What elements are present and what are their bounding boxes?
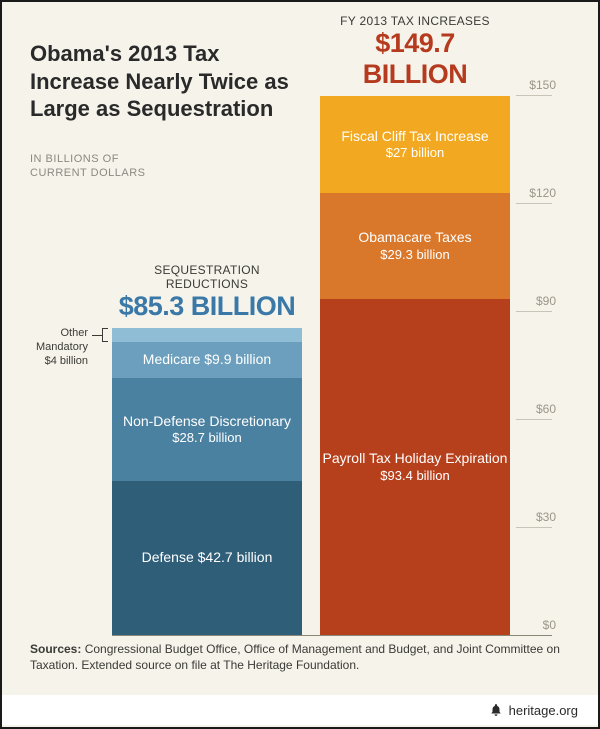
segment-label: Payroll Tax Holiday Expiration [323,450,508,468]
segment-value: $27 billion [386,145,445,161]
segment-label: Fiscal Cliff Tax Increase [341,128,488,146]
segment-label: Non-Defense Discretionary [123,413,291,431]
bar-segment: Medicare $9.9 billion [112,342,302,378]
bar-segment: Payroll Tax Holiday Expiration$93.4 bill… [320,299,510,635]
ytick-label: $120 [529,186,556,200]
ytick: $150 [516,95,552,96]
callout-connector [92,335,102,336]
callout-bracket [102,328,108,342]
segment-value: $29.3 billion [380,247,449,263]
tax-increase-bar: Payroll Tax Holiday Expiration$93.4 bill… [320,95,510,635]
ytick: $30 [516,527,552,528]
bar-header-label: SEQUESTRATION REDUCTIONS [112,263,302,291]
ytick-label: $60 [536,402,556,416]
ytick: $90 [516,311,552,312]
segment-value: $93.4 billion [380,468,449,484]
ytick-label: $30 [536,510,556,524]
callout-line-3: $4 billion [20,355,88,369]
bar-header: FY 2013 TAX INCREASES$149.7 BILLION [320,14,510,90]
subtitle-line-1: IN BILLIONS OF [30,153,119,165]
ytick: $0 [112,635,552,636]
bar-segment: Obamacare Taxes$29.3 billion [320,193,510,298]
ytick: $120 [516,203,552,204]
bar-segment: Defense $42.7 billion [112,481,302,635]
bar-header-value: $85.3 BILLION [112,291,302,322]
footer-text: heritage.org [509,703,578,718]
callout-line-2: Mandatory [20,341,88,355]
sources-prefix: Sources: [30,642,81,656]
callout-line-1: Other [20,327,88,341]
bar-segment: Fiscal Cliff Tax Increase$27 billion [320,96,510,193]
bar-header-value: $149.7 BILLION [320,28,510,90]
other-mandatory-callout: OtherMandatory$4 billion [20,327,88,368]
segment-label: Defense $42.7 billion [142,549,273,567]
ytick-label: $0 [543,618,556,632]
ytick: $60 [516,419,552,420]
chart-area: $0 $30 $60 $90 $120 $150 Defense $42.7 billion… [112,95,552,635]
sequestration-bar: Defense $42.7 billion Non-Defense Discret… [112,95,302,635]
bar-header-label: FY 2013 TAX INCREASES [320,14,510,28]
segment-value: $28.7 billion [172,430,241,446]
segment-label: Medicare $9.9 billion [143,351,271,369]
segment-label: Obamacare Taxes [358,229,471,247]
footer: heritage.org [2,695,598,725]
ytick-label: $150 [529,78,556,92]
bar-segment [112,328,302,342]
bell-icon [489,703,503,717]
ytick-label: $90 [536,294,556,308]
sources-body: Congressional Budget Office, Office of M… [30,642,560,672]
infographic-wrapper: Obama's 2013 Tax Increase Nearly Twice a… [0,0,600,729]
bar-segment: Non-Defense Discretionary$28.7 billion [112,378,302,481]
bar-header: SEQUESTRATION REDUCTIONS$85.3 BILLION [112,263,302,322]
sources-text: Sources: Congressional Budget Office, Of… [30,641,570,673]
